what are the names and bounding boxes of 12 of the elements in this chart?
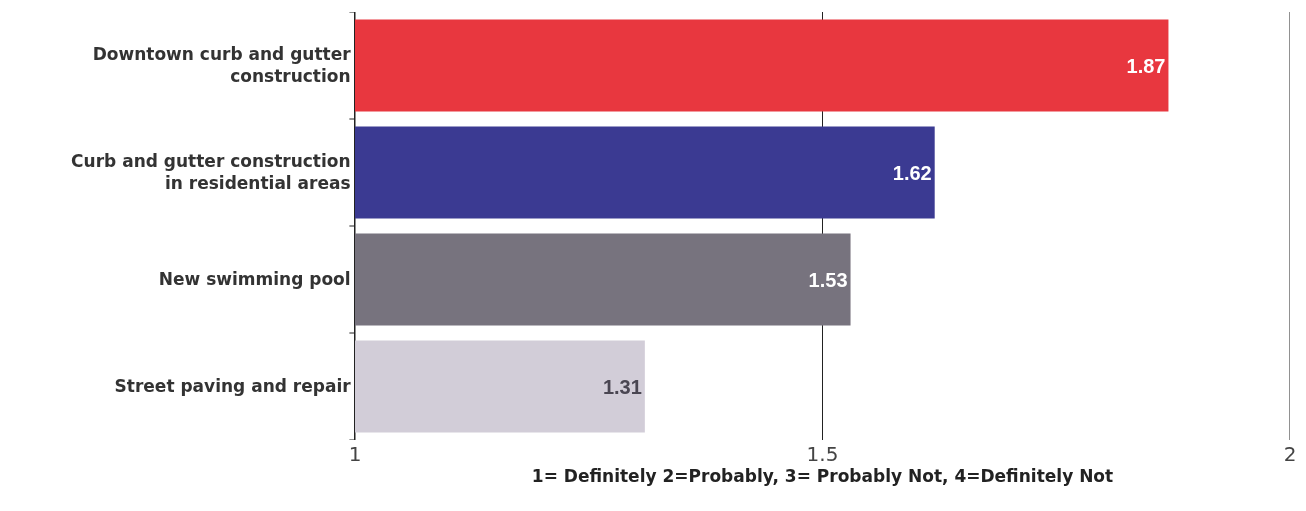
data-label: 1.62 (892, 161, 932, 184)
data-label: 1.53 (808, 268, 848, 291)
y-tick-label: Downtown curb and gutter construction (92, 44, 352, 87)
y-tick-label: Street paving and repair (114, 376, 352, 397)
data-label: 1.87 (1126, 54, 1166, 77)
y-tick-label: New swimming pool (158, 269, 351, 290)
x-tick-label: 1.5 (806, 442, 839, 466)
x-axis-title: 1= Definitely 2=Probably, 3= Probably Not, 4=Definitely Not (531, 466, 1114, 486)
x-tick-label: 2 (1283, 442, 1297, 466)
x-tick-label: 1 (348, 442, 362, 466)
data-label: 1.31 (602, 375, 642, 398)
y-tick-label: Curb and gutter construction in residential areas (71, 151, 351, 194)
